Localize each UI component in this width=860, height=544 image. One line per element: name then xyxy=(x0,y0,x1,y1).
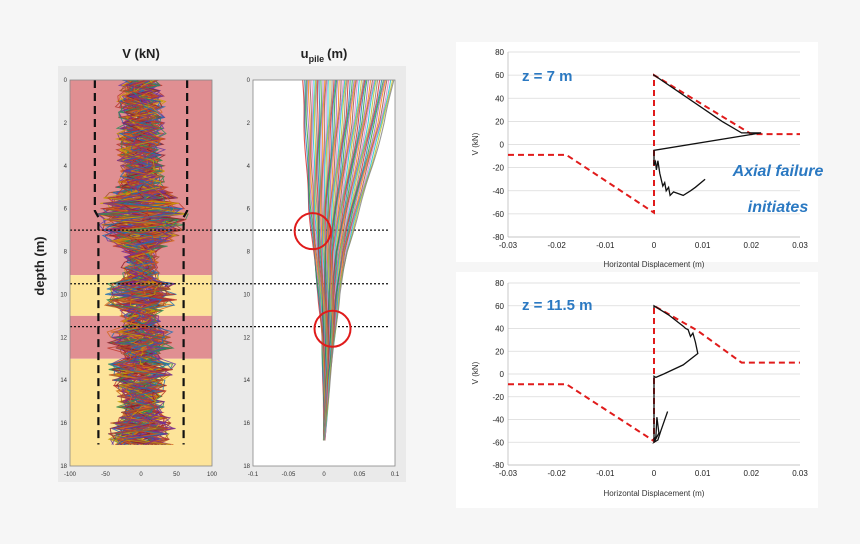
y-tick-label: 0 xyxy=(500,141,505,150)
x-tick-label: 0.01 xyxy=(695,241,711,250)
annotation-z11: z = 11.5 m xyxy=(522,297,592,314)
response-curve xyxy=(653,73,762,197)
shear-trace xyxy=(106,80,185,446)
displacement-trace xyxy=(323,80,395,441)
x-tick-label: -0.1 xyxy=(248,472,259,478)
y-tick-label: 80 xyxy=(495,48,504,57)
y-tick-label: 2 xyxy=(247,121,251,127)
response-curve xyxy=(652,304,699,445)
v-chart-title: V (kN) xyxy=(122,46,160,61)
capacity-envelope-left xyxy=(93,80,100,445)
x-tick-label: 0 xyxy=(652,241,657,250)
capacity-envelope-right xyxy=(182,80,189,445)
y-tick-label: -80 xyxy=(492,233,504,242)
y-tick-label: 14 xyxy=(243,378,250,384)
annotation-z7: z = 7 m xyxy=(522,68,572,85)
shear-trace xyxy=(111,80,173,445)
y-tick-label: 4 xyxy=(247,164,251,170)
xlabel-z7: Horizontal Displacement (m) xyxy=(604,260,705,269)
y-tick-label: -40 xyxy=(492,187,504,196)
x-tick-label: 50 xyxy=(173,472,180,478)
ylabel-z11: V (kN) xyxy=(471,361,480,384)
y-tick-label: -20 xyxy=(492,164,504,173)
y-tick-label: 0 xyxy=(500,370,505,379)
model-backbone-curve xyxy=(508,304,800,443)
x-tick-label: 0.05 xyxy=(354,472,366,478)
u-pile-chart: -0.1 -0.05 0 0.05 0.1 0 2 4 6 8 10 12 14 16 18 xyxy=(243,78,400,478)
y-tick-label: 6 xyxy=(64,207,68,213)
x-tick-label: -50 xyxy=(101,472,110,478)
y-tick-label: 40 xyxy=(495,94,504,103)
chart-z11-panel xyxy=(456,272,818,508)
y-tick-label: -80 xyxy=(492,461,504,470)
x-tick-label: 0.1 xyxy=(391,472,400,478)
x-tick-label: 100 xyxy=(207,472,218,478)
y-tick-label: 16 xyxy=(60,421,67,427)
y-tick-label: 20 xyxy=(495,347,504,356)
x-tick-label: 0.01 xyxy=(695,469,711,478)
x-tick-label: 0 xyxy=(139,472,143,478)
x-tick-label: -0.03 xyxy=(499,241,518,250)
plot-frame xyxy=(252,79,396,467)
y-tick-label: 80 xyxy=(495,279,504,288)
note-axial-failure: Axial failure xyxy=(732,163,824,180)
u-chart-title: upile (m) xyxy=(301,46,348,64)
shear-traces xyxy=(95,80,189,446)
y-tick-label: 40 xyxy=(495,325,504,334)
y-tick-label: 0 xyxy=(64,78,68,84)
displacement-traces xyxy=(302,80,395,441)
x-tick-label: -0.01 xyxy=(596,469,615,478)
shear-trace xyxy=(107,80,173,446)
ylabel-z7: V (kN) xyxy=(471,132,480,155)
x-tick-label: -0.01 xyxy=(596,241,615,250)
x-tick-label: -0.05 xyxy=(282,472,296,478)
y-tick-label: 10 xyxy=(243,292,250,298)
v-displacement-chart-z11: -80 -60 -40 -20 0 20 40 60 80 -0.03 -0.02 -0.01 0 0.0… xyxy=(492,279,808,478)
x-tick-label: 0 xyxy=(322,472,326,478)
x-tick-label: -100 xyxy=(64,472,77,478)
y-tick-label: 12 xyxy=(60,335,67,341)
y-tick-label: 10 xyxy=(60,292,67,298)
x-tick-label: 0.02 xyxy=(744,241,760,250)
x-tick-label: -0.03 xyxy=(499,469,518,478)
highlight-circle xyxy=(313,309,352,348)
x-tick-label: 0.02 xyxy=(744,469,760,478)
y-tick-label: 14 xyxy=(60,378,67,384)
x-tick-label: 0.03 xyxy=(792,241,808,250)
xlabel-z11: Horizontal Displacement (m) xyxy=(604,489,705,498)
y-tick-label: -20 xyxy=(492,393,504,402)
chart-z7-panel xyxy=(456,42,818,262)
x-tick-label: 0.03 xyxy=(792,469,808,478)
y-tick-label: 8 xyxy=(247,250,251,256)
x-tick-label: 0 xyxy=(652,469,657,478)
y-tick-label: 20 xyxy=(495,117,504,126)
model-backbone-curve xyxy=(508,73,800,215)
plot-frame xyxy=(69,79,213,467)
y-tick-label: 6 xyxy=(247,207,251,213)
y-tick-label: 0 xyxy=(247,78,251,84)
y-tick-label: 4 xyxy=(64,164,68,170)
v-displacement-chart-z7: -80 -60 -40 -20 0 20 40 60 80 -0.03 -0.02 -0.01 0 0.0… xyxy=(492,48,808,250)
note-initiates: initiates xyxy=(748,199,809,216)
y-tick-label: 8 xyxy=(64,250,68,256)
y-tick-label: -60 xyxy=(492,438,504,447)
y-tick-label: 18 xyxy=(243,464,250,470)
y-tick-label: 60 xyxy=(495,302,504,311)
y-tick-label: -60 xyxy=(492,210,504,219)
depth-axis-label: depth (m) xyxy=(32,236,47,295)
y-tick-label: -40 xyxy=(492,416,504,425)
y-tick-label: 16 xyxy=(243,421,250,427)
x-tick-label: -0.02 xyxy=(548,469,567,478)
highlight-circle xyxy=(293,212,332,251)
x-tick-label: -0.02 xyxy=(548,241,567,250)
y-tick-label: 60 xyxy=(495,71,504,80)
y-tick-label: 12 xyxy=(243,335,250,341)
y-tick-label: 2 xyxy=(64,121,68,127)
y-tick-label: 18 xyxy=(60,464,67,470)
shear-trace xyxy=(110,80,172,446)
